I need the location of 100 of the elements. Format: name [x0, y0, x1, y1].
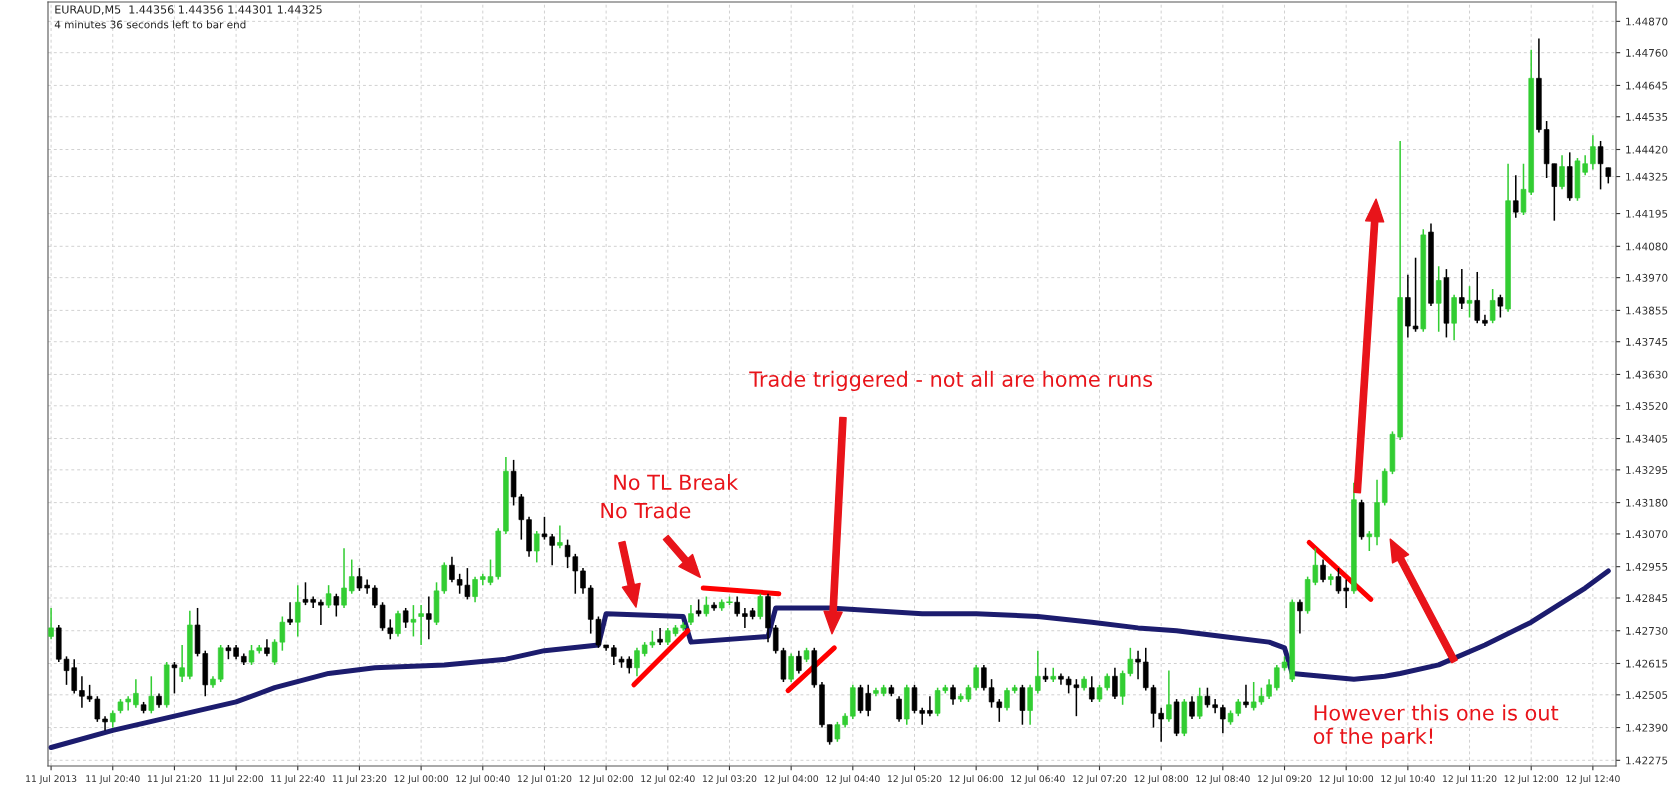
candlestick [1597, 140, 1604, 191]
candlestick [402, 607, 409, 629]
y-tick-label: 1.43405 [1626, 434, 1668, 443]
candlestick [1513, 174, 1519, 219]
x-tick-label: 12 Jul 06:00 [949, 775, 1004, 784]
x-tick-label: 12 Jul 02:00 [579, 775, 633, 784]
y-tick-label: 1.44325 [1626, 172, 1668, 181]
candlestick [1004, 686, 1010, 712]
candlestick [1196, 686, 1203, 720]
y-tick-label: 1.43520 [1626, 402, 1668, 410]
x-tick-label: 12 Jul 11:20 [1443, 775, 1497, 784]
x-tick-label: 12 Jul 12:00 [1504, 775, 1559, 784]
x-tick-label: 12 Jul 05:20 [888, 775, 942, 784]
candlestick [1489, 288, 1496, 324]
y-tick-label: 1.44870 [1626, 17, 1668, 26]
candlestick [1027, 684, 1033, 726]
candlestick [1112, 666, 1118, 700]
y-tick-label: 1.44080 [1626, 242, 1668, 251]
x-tick-label: 12 Jul 04:00 [764, 775, 819, 784]
annotation: However this one is out of the park! [1313, 704, 1559, 749]
x-tick-label: 12 Jul 10:00 [1319, 775, 1374, 784]
candlestick [1497, 293, 1504, 319]
candlestick [688, 604, 694, 626]
candlestick [79, 675, 85, 709]
y-tick-label: 1.42730 [1626, 626, 1668, 635]
candlestick [1035, 649, 1041, 695]
x-tick-label: 11 Jul 22:00 [209, 775, 263, 784]
x-tick-label: 11 Jul 23:20 [332, 775, 387, 784]
x-tick-label: 11 Jul 2013 [26, 775, 77, 784]
candlestick [410, 604, 417, 638]
candlestick [734, 595, 740, 618]
x-tick-label: 12 Jul 08:40 [1196, 775, 1250, 784]
candlestick [826, 723, 833, 746]
candlestick [927, 695, 933, 717]
annotation: Trade triggered - not all are home runs [749, 370, 1153, 392]
candlestick [1019, 684, 1026, 726]
y-tick-label: 1.44760 [1626, 48, 1668, 57]
candlestick [1058, 672, 1064, 686]
y-tick-label: 1.42845 [1626, 594, 1668, 603]
y-tick-label: 1.43070 [1626, 530, 1668, 539]
candlestick [1089, 675, 1095, 703]
candlestick [1166, 669, 1172, 723]
candlestick [580, 567, 586, 595]
y-tick-label: 1.43180 [1626, 498, 1668, 507]
candlestick [1204, 686, 1211, 709]
x-tick-label: 12 Jul 01:20 [517, 775, 572, 784]
candlestick [333, 592, 340, 618]
candlestick [148, 675, 155, 715]
candlestick [364, 578, 370, 595]
x-tick-label: 12 Jul 10:40 [1381, 775, 1435, 784]
x-tick-label: 12 Jul 04:40 [826, 775, 880, 784]
x-tick-label: 12 Jul 00:40 [456, 775, 510, 784]
candlestick [179, 644, 185, 683]
x-tick-label: 12 Jul 09:20 [1258, 775, 1312, 784]
candlestick [611, 644, 617, 666]
candlestick [287, 601, 293, 626]
chart-title: EURAUD,M5 1.44356 1.44356 1.44301 1.44325 [55, 5, 322, 15]
candlestick [534, 530, 540, 564]
candlestick [341, 547, 347, 609]
candlestick [549, 533, 555, 567]
candlestick [896, 695, 902, 723]
y-tick-label: 1.42955 [1626, 562, 1668, 571]
x-tick-label: 12 Jul 06:40 [1011, 775, 1065, 784]
x-tick-label: 12 Jul 02:40 [641, 775, 695, 784]
candlestick [973, 664, 979, 692]
candlestick [634, 647, 640, 678]
candlestick [318, 598, 324, 626]
candlestick [1582, 154, 1588, 176]
y-tick-label: 1.43970 [1626, 273, 1668, 282]
candlestick [395, 610, 401, 638]
candlestick [1412, 256, 1419, 333]
candlestick [1220, 704, 1226, 735]
candlestick [449, 555, 455, 584]
candlestick [48, 607, 54, 641]
candlestick [1135, 649, 1141, 680]
x-tick-label: 11 Jul 21:20 [147, 775, 202, 784]
candlestick [171, 661, 178, 695]
y-tick-label: 1.42505 [1626, 691, 1668, 699]
y-tick-label: 1.44195 [1626, 209, 1668, 218]
candlestick [541, 516, 548, 541]
y-tick-label: 1.43630 [1626, 370, 1668, 379]
candlestick [742, 607, 748, 629]
y-tick-label: 1.43855 [1626, 306, 1668, 315]
candlestick [1320, 558, 1326, 584]
candlestick [426, 595, 432, 641]
candlestick [788, 652, 794, 683]
candlestick [295, 584, 301, 638]
text: 4 minutes 36 seconds left to bar end [54, 20, 246, 29]
x-tick-label: 11 Jul 22:40 [271, 775, 325, 784]
candlestick [348, 558, 355, 595]
candlestick [1050, 666, 1056, 683]
candlestick [1435, 265, 1442, 333]
candlestick [1266, 678, 1272, 700]
x-tick-label: 11 Jul 20:40 [86, 775, 140, 784]
candlestick [950, 684, 956, 706]
candlestick [1212, 698, 1218, 715]
candlestick [657, 627, 663, 646]
candlestick [557, 524, 563, 549]
candlestick [703, 595, 710, 618]
candlestick [1189, 695, 1195, 720]
